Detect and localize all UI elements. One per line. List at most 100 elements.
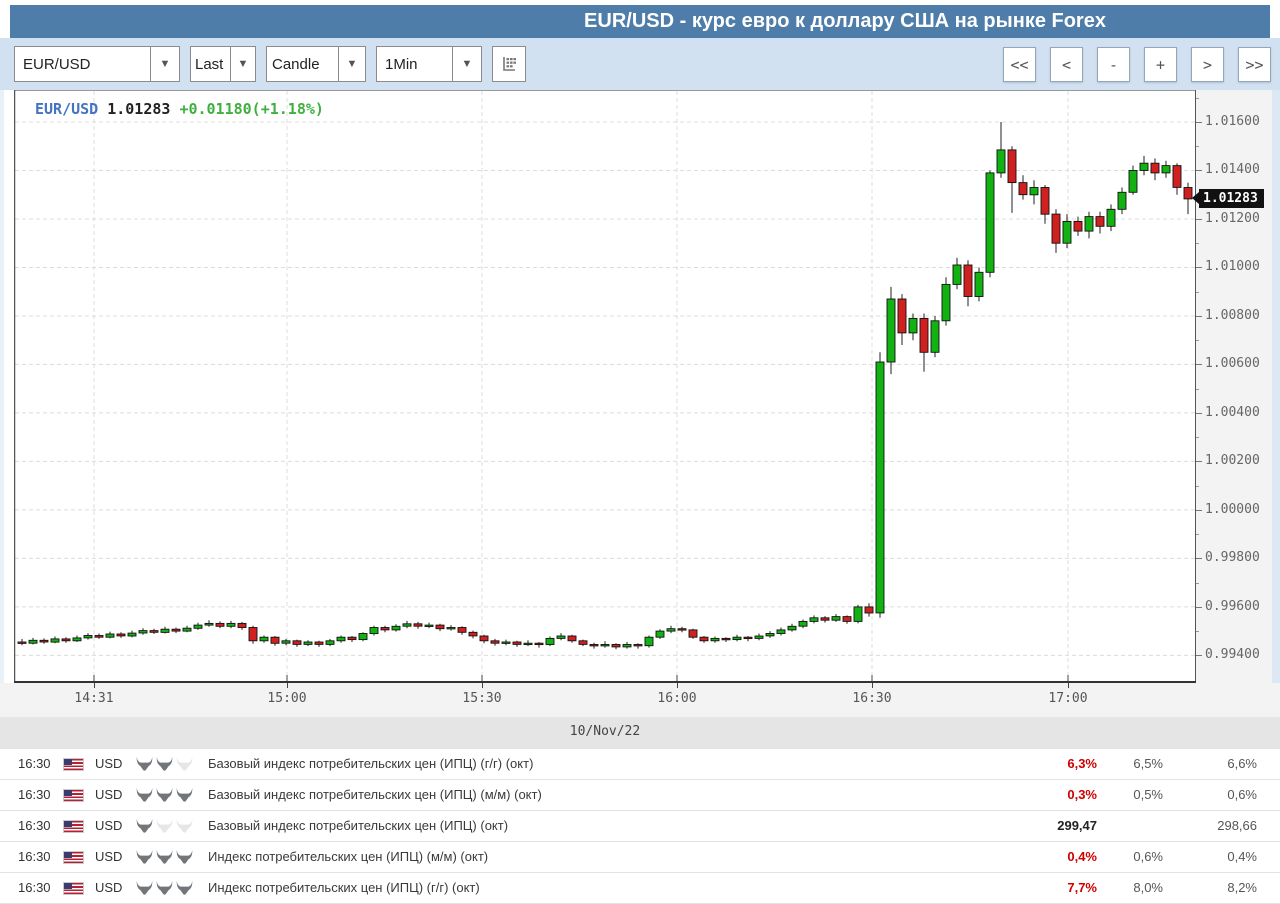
price-minor-tick — [1196, 292, 1199, 293]
bull-icon-inactive — [156, 818, 173, 833]
symbol-select[interactable]: EUR/USD ▼ — [14, 46, 180, 82]
bull-icon-active — [156, 787, 173, 802]
chart-type-select[interactable]: Candle ▼ — [266, 46, 366, 82]
bull-icon-active — [156, 756, 173, 771]
interval-select-value: 1Min — [385, 55, 418, 73]
us-flag-icon — [64, 821, 83, 832]
left-edge-strip — [0, 90, 4, 683]
price-tick-mark — [1196, 364, 1202, 365]
data-table-icon — [503, 57, 516, 71]
price-tick-mark — [1196, 170, 1202, 171]
price-tick-mark — [1196, 558, 1202, 559]
price-minor-tick — [1196, 243, 1199, 244]
price-tick-label: 1.00800 — [1205, 308, 1260, 323]
bull-icon-active — [176, 880, 193, 895]
current-price-value: 1.01283 — [1203, 191, 1258, 206]
bull-icon-active — [136, 880, 153, 895]
time-tick-label: 16:00 — [657, 691, 697, 706]
price-tick-label: 1.01600 — [1205, 114, 1260, 129]
price-axis: 1.01600 1.01400 1.01200 1.01000 1.00800 1.006… — [1196, 90, 1272, 683]
price-tick-mark — [1196, 510, 1202, 511]
calendar-row[interactable]: 16:30 USD Базовый индекс потребительских… — [0, 780, 1280, 811]
calendar-row[interactable]: 16:30 USD Базовый индекс потребительских… — [0, 811, 1280, 842]
scroll-far-right-button[interactable]: >> — [1238, 47, 1271, 82]
bull-icon-inactive — [176, 818, 193, 833]
zoom-out-button[interactable]: - — [1097, 47, 1130, 82]
price-tick-mark — [1196, 316, 1202, 317]
price-tick-label: 1.00000 — [1205, 502, 1260, 517]
event-time: 16:30 — [18, 787, 51, 802]
price-minor-tick — [1196, 340, 1199, 341]
chart-plot-area[interactable] — [14, 90, 1196, 683]
scroll-far-left-button[interactable]: << — [1003, 47, 1036, 82]
chart-nav-buttons: << < - + > >> — [1003, 47, 1271, 82]
chevron-down-icon[interactable]: ▼ — [150, 47, 179, 81]
bull-icon-active — [156, 849, 173, 864]
calendar-row[interactable]: 16:30 USD Индекс потребительских цен (ИП… — [0, 873, 1280, 904]
price-type-select-value: Last — [195, 55, 224, 73]
event-previous-value: 6,6% — [1227, 756, 1257, 771]
interval-select[interactable]: 1Min ▼ — [376, 46, 482, 82]
scroll-left-button[interactable]: < — [1050, 47, 1083, 82]
importance-bulls-icon — [136, 849, 193, 865]
event-currency: USD — [95, 787, 123, 802]
price-minor-tick — [1196, 486, 1199, 487]
legend-change: +0.01180(+1.18%) — [179, 100, 324, 118]
page-title: EUR/USD - курс евро к доллару США на рын… — [584, 10, 1106, 32]
indicator-table-button[interactable] — [492, 46, 526, 82]
bull-icon-active — [156, 880, 173, 895]
event-forecast-value: 0,5% — [1133, 787, 1163, 802]
us-flag-icon — [64, 852, 83, 863]
window-title: EUR/USD - курс евро к доллару США на рын… — [10, 5, 1270, 38]
price-tick-label: 1.00200 — [1205, 453, 1260, 468]
price-tick-mark — [1196, 219, 1202, 220]
chart-legend: EUR/USD 1.01283 +0.01180(+1.18%) — [35, 100, 324, 118]
economic-calendar-table: 16:30 USD Базовый индекс потребительских… — [0, 748, 1280, 904]
chevron-down-icon[interactable]: ▼ — [230, 47, 255, 81]
event-currency: USD — [95, 849, 123, 864]
symbol-select-value: EUR/USD — [23, 55, 91, 73]
event-time: 16:30 — [18, 818, 51, 833]
calendar-row[interactable]: 16:30 USD Базовый индекс потребительских… — [0, 748, 1280, 780]
event-title: Индекс потребительских цен (ИПЦ) (г/г) (… — [208, 880, 480, 895]
event-time: 16:30 — [18, 880, 51, 895]
chevron-down-icon[interactable]: ▼ — [338, 47, 365, 81]
bull-icon-active — [136, 756, 153, 771]
price-type-select[interactable]: Last ▼ — [190, 46, 256, 82]
chevron-down-icon[interactable]: ▼ — [452, 47, 481, 81]
calendar-row[interactable]: 16:30 USD Индекс потребительских цен (ИП… — [0, 842, 1280, 873]
price-tick-mark — [1196, 655, 1202, 656]
importance-bulls-icon — [136, 756, 193, 772]
price-tick-label: 0.99600 — [1205, 599, 1260, 614]
price-minor-tick — [1196, 146, 1199, 147]
price-minor-tick — [1196, 583, 1199, 584]
legend-last-price: 1.01283 — [107, 100, 171, 118]
time-axis: 14:31 15:00 15:30 16:00 16:30 17:00 — [0, 683, 1280, 717]
scroll-right-button[interactable]: > — [1191, 47, 1224, 82]
time-tick-label: 15:00 — [267, 691, 307, 706]
event-actual-value: 6,3% — [1067, 756, 1097, 771]
event-forecast-value: 6,5% — [1133, 756, 1163, 771]
price-tick-mark — [1196, 267, 1202, 268]
bull-icon-active — [136, 849, 153, 864]
date-label: 10/Nov/22 — [569, 724, 641, 739]
event-time: 16:30 — [18, 849, 51, 864]
price-tick-label: 1.00600 — [1205, 356, 1260, 371]
event-previous-value: 8,2% — [1227, 880, 1257, 895]
event-currency: USD — [95, 818, 123, 833]
candlestick-chart[interactable]: 1.01600 1.01400 1.01200 1.01000 1.00800 1.006… — [0, 90, 1280, 683]
event-forecast-value: 0,6% — [1133, 849, 1163, 864]
time-tick-mark — [482, 683, 483, 688]
date-band: 10/Nov/22 — [0, 717, 1280, 748]
price-tick-mark — [1196, 413, 1202, 414]
time-tick-mark — [677, 683, 678, 688]
zoom-in-button[interactable]: + — [1144, 47, 1177, 82]
time-tick-label: 15:30 — [462, 691, 502, 706]
price-tick-label: 0.99400 — [1205, 647, 1260, 662]
bull-icon-active — [176, 787, 193, 802]
event-currency: USD — [95, 756, 123, 771]
event-actual-value: 7,7% — [1067, 880, 1097, 895]
bull-icon-inactive — [176, 756, 193, 771]
time-tick-mark — [287, 683, 288, 688]
price-minor-tick — [1196, 534, 1199, 535]
